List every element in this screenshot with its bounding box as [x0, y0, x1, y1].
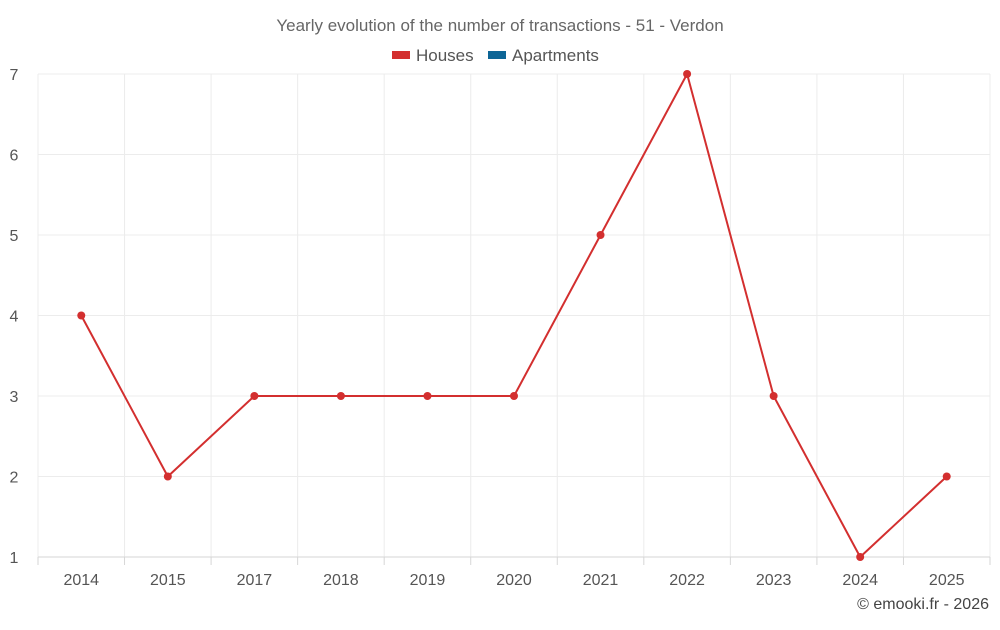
- y-tick-label: 1: [10, 550, 19, 567]
- legend: Houses Apartments: [392, 46, 599, 65]
- x-axis-ticks: 2014 2015 2017 2018 2019 2020 2021 2022 2023 2024…: [37, 557, 991, 589]
- y-tick-label: 6: [10, 148, 19, 165]
- x-tick-label: 2018: [323, 572, 359, 589]
- data-point-houses-2018[interactable]: [336, 392, 345, 400]
- legend-swatch-apartments: [488, 51, 506, 59]
- credit-text: © emooki.fr - 2026: [857, 596, 989, 613]
- y-tick-label: 3: [10, 389, 19, 406]
- data-point-houses-2021[interactable]: [596, 231, 605, 239]
- y-axis-ticks: 1 2 3 4 5 6 7: [10, 67, 19, 567]
- legend-swatch-houses: [392, 51, 410, 59]
- y-tick-label: 4: [10, 309, 19, 326]
- x-tick-label: 2022: [669, 572, 705, 589]
- y-gridlines: [38, 73, 990, 477]
- legend-label-houses[interactable]: Houses: [416, 46, 474, 65]
- y-tick-label: 2: [10, 470, 19, 487]
- data-point-houses-2022[interactable]: [683, 70, 692, 78]
- data-point-houses-2014[interactable]: [77, 311, 86, 320]
- data-point-houses-2024[interactable]: [856, 553, 865, 561]
- x-tick-label: 2019: [410, 572, 446, 589]
- y-tick-label: 5: [10, 228, 19, 245]
- x-tick-label: 2023: [756, 572, 792, 589]
- data-point-houses-2020[interactable]: [510, 392, 518, 400]
- x-tick-label: 2017: [237, 572, 273, 589]
- x-tick-label: 2020: [496, 572, 532, 589]
- series-points: [77, 70, 951, 561]
- data-point-houses-2017[interactable]: [250, 392, 259, 400]
- data-point-houses-2019[interactable]: [423, 392, 432, 400]
- y-tick-label: 7: [10, 67, 19, 84]
- x-tick-label: 2021: [583, 572, 619, 589]
- data-point-houses-2023[interactable]: [769, 392, 778, 400]
- x-tick-label: 2014: [63, 572, 99, 589]
- x-tick-label: 2024: [842, 572, 878, 589]
- data-point-houses-2015[interactable]: [163, 472, 172, 481]
- chart-title: Yearly evolution of the number of transa…: [276, 16, 723, 35]
- x-tick-label: 2015: [150, 572, 186, 589]
- x-tick-label: 2025: [929, 572, 965, 589]
- legend-label-apartments[interactable]: Apartments: [512, 46, 599, 65]
- data-point-houses-2025[interactable]: [942, 472, 951, 481]
